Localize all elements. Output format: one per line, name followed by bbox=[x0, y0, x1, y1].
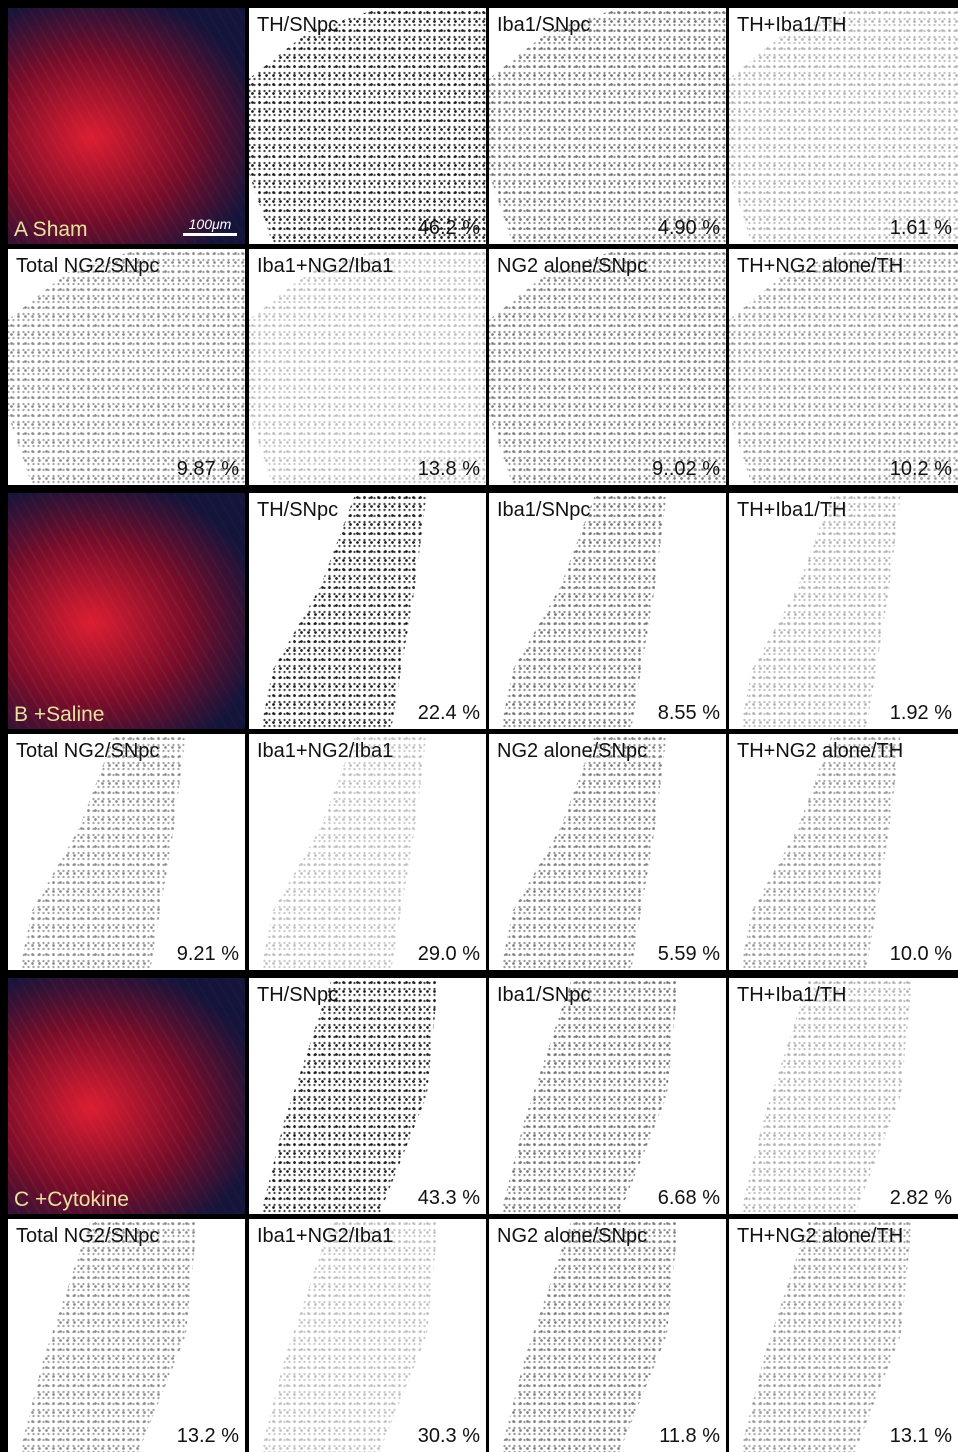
image-panel: TH/SNpc 46.2 % bbox=[249, 8, 486, 244]
figure: A Sham 100μm TH/SNpc 46.2 % Iba1/SNpc 4.90 % T… bbox=[0, 0, 958, 1452]
image-panel: NG2 alone/SNpc 11.8 % bbox=[489, 1219, 726, 1452]
panel-value: 8.55 % bbox=[658, 702, 720, 725]
panel-value: 43.3 % bbox=[418, 1187, 480, 1210]
fluorescence-image bbox=[8, 978, 245, 1214]
tissue-mask bbox=[249, 1219, 486, 1452]
panel-title: TH+Iba1/TH bbox=[737, 499, 846, 522]
tissue-mask bbox=[489, 493, 726, 729]
panel-value: 6.68 % bbox=[658, 1187, 720, 1210]
panel-value: 13.1 % bbox=[890, 1425, 952, 1448]
scale-bar bbox=[183, 233, 237, 236]
tissue-mask bbox=[729, 1219, 958, 1452]
panel-title: NG2 alone/SNpc bbox=[497, 740, 647, 763]
image-panel: Iba1+NG2/Iba1 29.0 % bbox=[249, 734, 486, 970]
panel-title: TH/SNpc bbox=[257, 984, 338, 1007]
tissue-mask bbox=[729, 249, 958, 485]
image-panel: Total NG2/SNpc 13.2 % bbox=[8, 1219, 245, 1452]
image-panel: NG2 alone/SNpc 9..02 % bbox=[489, 249, 726, 485]
panel-value: 9.21 % bbox=[177, 943, 239, 966]
panel-value: 9..02 % bbox=[652, 458, 720, 481]
panel-value: 1.92 % bbox=[890, 702, 952, 725]
image-panel: TH/SNpc 22.4 % bbox=[249, 493, 486, 729]
tissue-mask bbox=[729, 8, 958, 244]
panel-title: Iba1+NG2/Iba1 bbox=[257, 1225, 393, 1248]
panel-title: TH+Iba1/TH bbox=[737, 984, 846, 1007]
panel-title: Iba1/SNpc bbox=[497, 14, 590, 37]
tissue-mask bbox=[729, 493, 958, 729]
image-panel: Iba1/SNpc 8.55 % bbox=[489, 493, 726, 729]
tissue-mask bbox=[249, 734, 486, 970]
image-panel: TH+Iba1/TH 2.82 % bbox=[729, 978, 958, 1214]
panel-title: TH+NG2 alone/TH bbox=[737, 255, 903, 278]
fluorescence-image bbox=[8, 493, 245, 729]
tissue-mask bbox=[249, 8, 486, 244]
panel-title: TH+NG2 alone/TH bbox=[737, 740, 903, 763]
panel-value: 5.59 % bbox=[658, 943, 720, 966]
image-panel: Total NG2/SNpc 9.21 % bbox=[8, 734, 245, 970]
tissue-mask bbox=[249, 249, 486, 485]
panel-title: Iba1/SNpc bbox=[497, 499, 590, 522]
image-panel: TH+NG2 alone/TH 13.1 % bbox=[729, 1219, 958, 1452]
image-panel: A Sham 100μm bbox=[8, 8, 245, 244]
tissue-mask bbox=[8, 1219, 245, 1452]
image-panel: TH+NG2 alone/TH 10.2 % bbox=[729, 249, 958, 485]
tissue-mask bbox=[729, 978, 958, 1214]
image-panel: B +Saline bbox=[8, 493, 245, 729]
image-panel: NG2 alone/SNpc 5.59 % bbox=[489, 734, 726, 970]
scale-bar-label: 100μm bbox=[183, 216, 237, 236]
tissue-mask bbox=[489, 8, 726, 244]
image-panel: Iba1/SNpc 4.90 % bbox=[489, 8, 726, 244]
image-panel: Iba1+NG2/Iba1 13.8 % bbox=[249, 249, 486, 485]
panel-title: TH/SNpc bbox=[257, 14, 338, 37]
panel-value: 46.2 % bbox=[418, 217, 480, 240]
panel-value: 22.4 % bbox=[418, 702, 480, 725]
image-panel: TH/SNpc 43.3 % bbox=[249, 978, 486, 1214]
panel-value: 2.82 % bbox=[890, 1187, 952, 1210]
group-label: A Sham bbox=[14, 218, 88, 242]
panel-value: 10.2 % bbox=[890, 458, 952, 481]
panel-title: TH+NG2 alone/TH bbox=[737, 1225, 903, 1248]
panel-title: NG2 alone/SNpc bbox=[497, 255, 647, 278]
panel-title: TH/SNpc bbox=[257, 499, 338, 522]
image-panel: C +Cytokine bbox=[8, 978, 245, 1214]
panel-value: 13.8 % bbox=[418, 458, 480, 481]
image-panel: Total NG2/SNpc 9.87 % bbox=[8, 249, 245, 485]
group-label: B +Saline bbox=[14, 703, 104, 727]
tissue-mask bbox=[489, 734, 726, 970]
tissue-mask bbox=[489, 978, 726, 1214]
panel-title: Total NG2/SNpc bbox=[16, 255, 159, 278]
tissue-mask bbox=[489, 249, 726, 485]
panel-title: Total NG2/SNpc bbox=[16, 1225, 159, 1248]
panel-value: 13.2 % bbox=[177, 1425, 239, 1448]
image-panel: TH+NG2 alone/TH 10.0 % bbox=[729, 734, 958, 970]
tissue-mask bbox=[249, 493, 486, 729]
tissue-mask bbox=[8, 249, 245, 485]
image-panel: Iba1/SNpc 6.68 % bbox=[489, 978, 726, 1214]
fluorescence-image bbox=[8, 8, 245, 244]
image-panel: TH+Iba1/TH 1.92 % bbox=[729, 493, 958, 729]
panel-value: 29.0 % bbox=[418, 943, 480, 966]
panel-value: 10.0 % bbox=[890, 943, 952, 966]
panel-value: 1.61 % bbox=[890, 217, 952, 240]
panel-value: 9.87 % bbox=[177, 458, 239, 481]
image-panel: TH+Iba1/TH 1.61 % bbox=[729, 8, 958, 244]
image-panel: Iba1+NG2/Iba1 30.3 % bbox=[249, 1219, 486, 1452]
panel-title: TH+Iba1/TH bbox=[737, 14, 846, 37]
panel-title: Total NG2/SNpc bbox=[16, 740, 159, 763]
tissue-mask bbox=[8, 734, 245, 970]
panel-title: Iba1+NG2/Iba1 bbox=[257, 255, 393, 278]
panel-value: 11.8 % bbox=[659, 1425, 720, 1448]
panel-title: Iba1/SNpc bbox=[497, 984, 590, 1007]
panel-value: 4.90 % bbox=[658, 217, 720, 240]
tissue-mask bbox=[729, 734, 958, 970]
group-label: C +Cytokine bbox=[14, 1188, 129, 1212]
panel-title: Iba1+NG2/Iba1 bbox=[257, 740, 393, 763]
panel-title: NG2 alone/SNpc bbox=[497, 1225, 647, 1248]
tissue-mask bbox=[249, 978, 486, 1214]
tissue-mask bbox=[489, 1219, 726, 1452]
panel-value: 30.3 % bbox=[418, 1425, 480, 1448]
